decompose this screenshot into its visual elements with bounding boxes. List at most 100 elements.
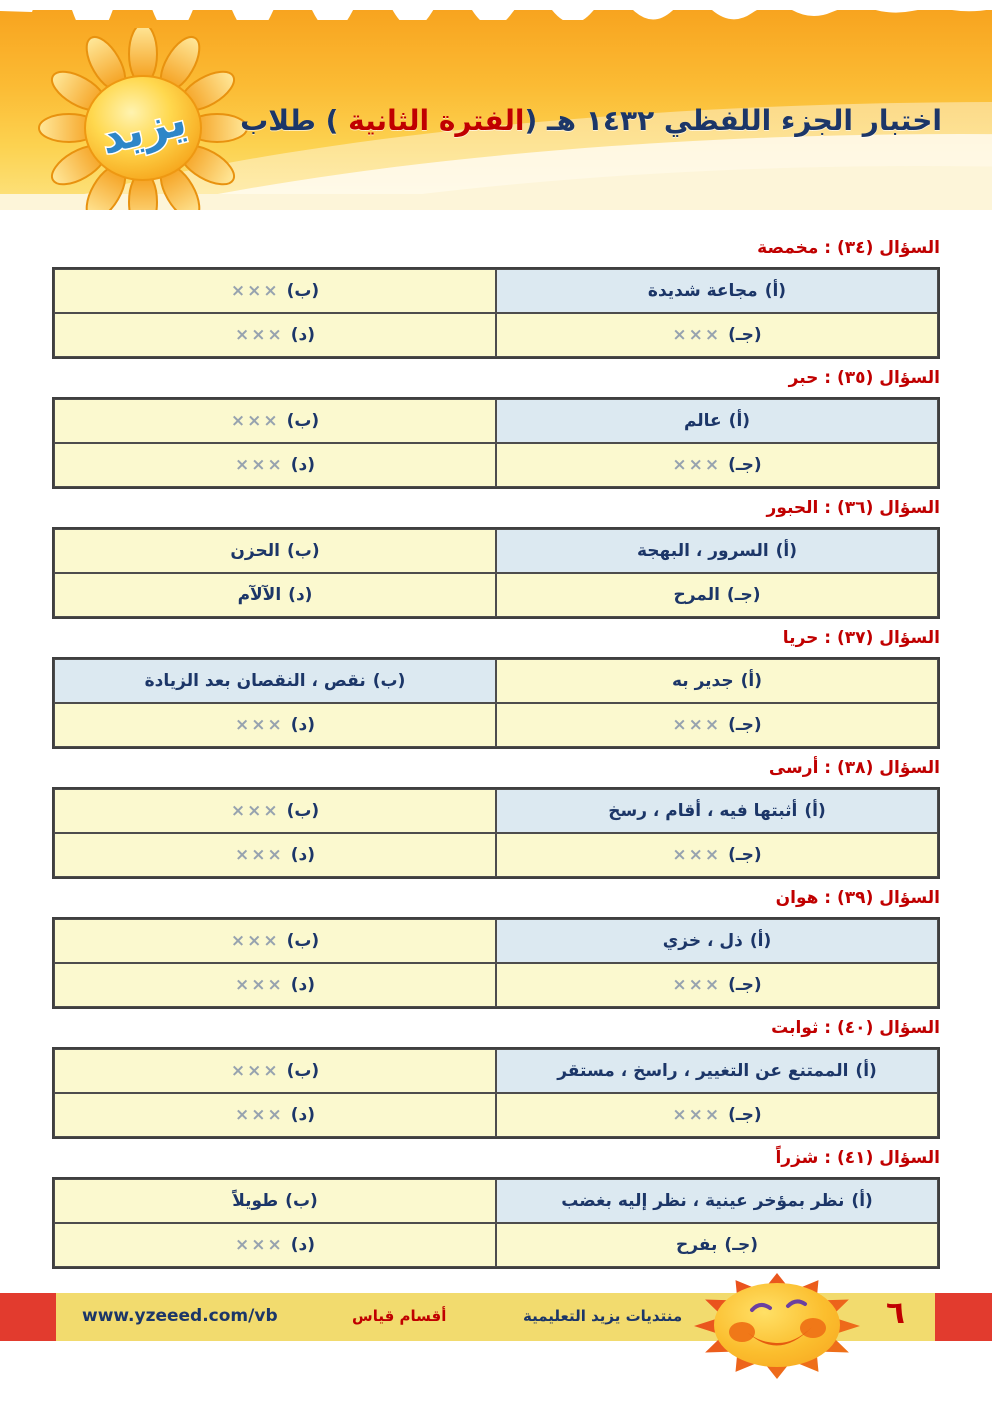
option-label: (أ) bbox=[740, 671, 763, 691]
option-label: (د) bbox=[290, 325, 315, 345]
question-heading: السؤال (٣٩) : هوان bbox=[775, 888, 940, 908]
option-label: (جـ) bbox=[724, 1235, 759, 1255]
option-text: ××× bbox=[235, 325, 284, 345]
option-label: (جـ) bbox=[728, 715, 762, 735]
page-number: ٦ bbox=[886, 1295, 905, 1331]
title-post: ) طلاب bbox=[240, 104, 349, 137]
option-cell-b: (ب) ××× bbox=[54, 789, 496, 833]
option-text: نقص ، النقصان بعد الزيادة bbox=[144, 671, 366, 691]
options-table: (أ) أثبتها فيه ، أقام ، رسخ (ب) ××× (جـ) ××… bbox=[52, 787, 940, 879]
option-text: ××× bbox=[672, 845, 722, 865]
option-cell-a: (أ) الممتنع عن التغيير ، راسخ ، مستقر bbox=[496, 1049, 938, 1093]
footer-url: www.yzeeed.com/vb bbox=[82, 1306, 278, 1326]
header-cream-strip bbox=[0, 194, 992, 210]
option-text: ××× bbox=[235, 455, 284, 475]
option-text: ××× bbox=[230, 801, 280, 821]
option-text: ××× bbox=[235, 1235, 284, 1255]
option-text: ××× bbox=[672, 325, 722, 345]
option-text: ××× bbox=[672, 1105, 722, 1125]
option-cell-j: (جـ) ××× bbox=[496, 1093, 938, 1137]
option-cell-d: (د) ××× bbox=[54, 1093, 496, 1137]
option-label: (جـ) bbox=[728, 975, 762, 995]
option-label: (د) bbox=[290, 845, 315, 865]
option-text: المرح bbox=[673, 585, 720, 605]
option-text: ××× bbox=[235, 845, 284, 865]
option-cell-a: (أ) ذل ، خزي bbox=[496, 919, 938, 963]
option-cell-b: (ب) الحزن bbox=[54, 529, 496, 573]
option-text: ××× bbox=[230, 1061, 280, 1081]
title-highlight: الفترة الثانية bbox=[348, 104, 525, 137]
option-label: (د) bbox=[290, 1105, 315, 1125]
option-cell-a: (أ) عالم bbox=[496, 399, 938, 443]
question-heading: السؤال (٣٥) : حبر bbox=[788, 368, 940, 388]
option-cell-a: (أ) السرور ، البهجة bbox=[496, 529, 938, 573]
option-text: أثبتها فيه ، أقام ، رسخ bbox=[608, 801, 798, 821]
options-table: (أ) السرور ، البهجة (ب) الحزن (جـ) المرح (د… bbox=[52, 527, 940, 619]
question-heading: السؤال (٣٧) : حريا bbox=[782, 628, 940, 648]
option-text: ××× bbox=[230, 931, 280, 951]
option-text: الآلآم bbox=[237, 585, 282, 605]
option-label: (د) bbox=[290, 455, 315, 475]
questions-list: السؤال (٣٤) : مخمصة (أ) مجاعة شديدة (ب) ××… bbox=[0, 210, 992, 1269]
option-label: (أ) bbox=[851, 1191, 873, 1211]
option-text: ذل ، خزي bbox=[662, 931, 743, 951]
option-text: عالم bbox=[683, 411, 722, 431]
option-cell-d: (د) ××× bbox=[54, 313, 496, 357]
option-text: ××× bbox=[230, 281, 280, 301]
option-cell-a: (أ) نظر بمؤخر عينية ، نظر إليه بغضب bbox=[496, 1179, 938, 1223]
option-cell-j: (جـ) ××× bbox=[496, 443, 938, 487]
option-cell-d: (د) ××× bbox=[54, 443, 496, 487]
option-text: ××× bbox=[235, 975, 284, 995]
question-block: السؤال (٣٦) : الحبور (أ) السرور ، البهجة … bbox=[52, 496, 940, 619]
option-text: ××× bbox=[235, 1105, 284, 1125]
option-label: (أ) bbox=[775, 541, 798, 561]
options-table: (أ) جدير به (ب) نقص ، النقصان بعد الزيادة … bbox=[52, 657, 940, 749]
option-text: ××× bbox=[230, 411, 280, 431]
option-cell-d: (د) الآلآم bbox=[54, 573, 496, 617]
footer-sun-icon bbox=[694, 1273, 860, 1379]
option-label: (د) bbox=[290, 975, 315, 995]
footer-site-name: منتديات يزيد التعليمية bbox=[523, 1307, 683, 1325]
option-cell-d: (د) ××× bbox=[54, 963, 496, 1007]
option-text: ××× bbox=[672, 715, 722, 735]
option-cell-d: (د) ××× bbox=[54, 703, 496, 747]
page-footer: www.yzeeed.com/vb أقسام قياس منتديات يزي… bbox=[0, 1273, 992, 1379]
option-label: (أ) bbox=[855, 1061, 877, 1081]
option-label: (جـ) bbox=[728, 455, 762, 475]
option-text: مجاعة شديدة bbox=[647, 281, 758, 301]
option-label: (ب) bbox=[372, 671, 406, 691]
option-text: نظر بمؤخر عينية ، نظر إليه بغضب bbox=[561, 1191, 845, 1211]
sun-logo-icon: يزيد bbox=[38, 28, 248, 210]
question-block: السؤال (٣٩) : هوان (أ) ذل ، خزي (ب) ××× (ج… bbox=[52, 886, 940, 1009]
option-label: (ب) bbox=[286, 411, 320, 431]
question-block: السؤال (٤١) : شزراً (أ) نظر بمؤخر عينية ،… bbox=[52, 1146, 940, 1269]
options-table: (أ) عالم (ب) ××× (جـ) ××× (د) ××× bbox=[52, 397, 940, 489]
option-cell-j: (جـ) ××× bbox=[496, 313, 938, 357]
option-label: (ب) bbox=[286, 541, 320, 561]
option-cell-b: (ب) طويلاً bbox=[54, 1179, 496, 1223]
option-cell-d: (د) ××× bbox=[54, 833, 496, 877]
question-block: السؤال (٣٤) : مخمصة (أ) مجاعة شديدة (ب) ××… bbox=[52, 236, 940, 359]
page-title: اختبار الجزء اللفظي ١٤٣٢ هـ (الفترة الثا… bbox=[240, 104, 942, 137]
question-block: السؤال (٤٠) : ثوابت (أ) الممتنع عن التغيي… bbox=[52, 1016, 940, 1139]
question-heading: السؤال (٣٨) : أرسى bbox=[768, 758, 940, 778]
title-pre: اختبار الجزء اللفظي ١٤٣٢ هـ ( bbox=[524, 104, 942, 137]
option-label: (جـ) bbox=[726, 585, 761, 605]
option-cell-j: (جـ) ××× bbox=[496, 703, 938, 747]
header-gradient-band bbox=[0, 10, 992, 210]
question-heading: السؤال (٣٤) : مخمصة bbox=[757, 238, 940, 258]
option-label: (د) bbox=[288, 585, 313, 605]
option-text: الحزن bbox=[230, 541, 280, 561]
option-text: ××× bbox=[672, 455, 722, 475]
option-label: (أ) bbox=[728, 411, 751, 431]
option-label: (جـ) bbox=[728, 845, 762, 865]
options-table: (أ) ذل ، خزي (ب) ××× (جـ) ××× (د) ××× bbox=[52, 917, 940, 1009]
option-label: (ب) bbox=[285, 1191, 318, 1211]
option-cell-b: (ب) نقص ، النقصان بعد الزيادة bbox=[54, 659, 496, 703]
question-block: السؤال (٣٥) : حبر (أ) عالم (ب) ××× (جـ) ×××… bbox=[52, 366, 940, 489]
options-table: (أ) نظر بمؤخر عينية ، نظر إليه بغضب (ب) طو… bbox=[52, 1177, 940, 1269]
option-cell-j: (جـ) ××× bbox=[496, 963, 938, 1007]
option-label: (أ) bbox=[804, 801, 826, 821]
footer-red-block-left bbox=[0, 1293, 56, 1341]
